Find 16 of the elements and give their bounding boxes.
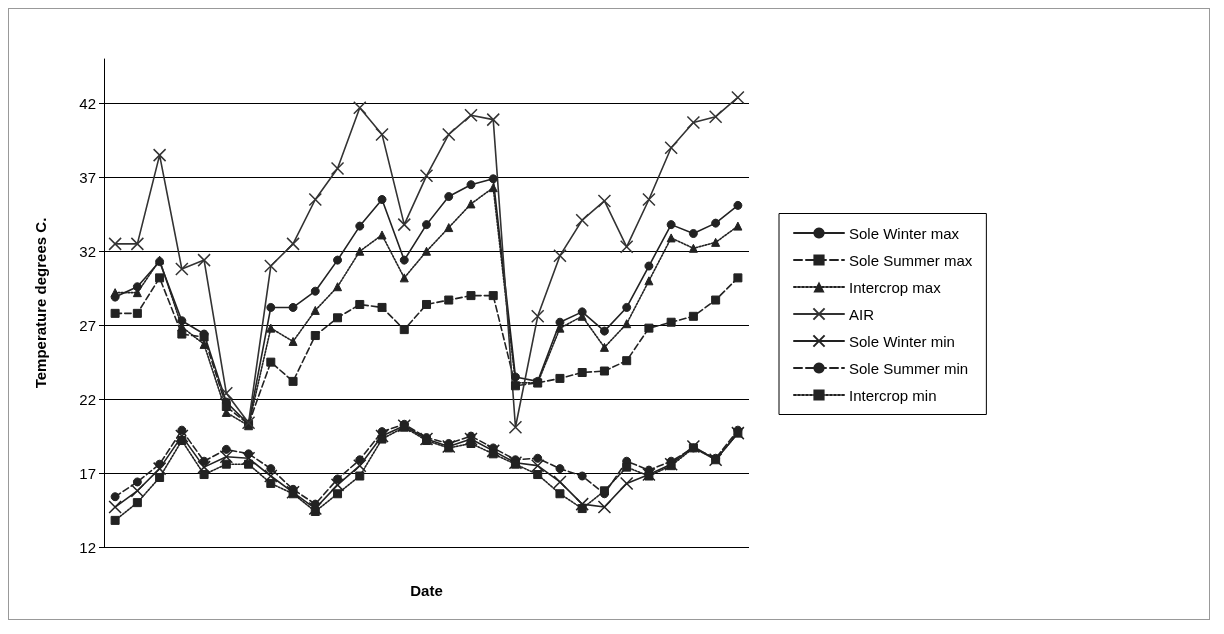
y-tick-label: 12 bbox=[79, 538, 96, 556]
legend-label: Sole Winter max bbox=[849, 224, 960, 242]
y-axis-title: Temperature degrees C. bbox=[32, 217, 49, 389]
y-tick-label: 42 bbox=[79, 94, 96, 112]
legend-label: Intercrop min bbox=[849, 386, 937, 404]
y-tick-label: 22 bbox=[79, 390, 96, 408]
legend-label: Sole Winter min bbox=[849, 332, 955, 350]
legend-label: Sole Summer max bbox=[849, 251, 973, 269]
x-axis-title: Date bbox=[410, 582, 443, 599]
legend-label: Intercrop max bbox=[849, 278, 942, 296]
legend-label: Sole Summer min bbox=[849, 359, 969, 377]
y-tick-label: 32 bbox=[79, 242, 96, 260]
legend-label: AIR bbox=[849, 305, 875, 323]
y-tick-label: 37 bbox=[79, 168, 96, 186]
y-tick-label: 27 bbox=[79, 316, 96, 334]
y-tick-label: 17 bbox=[79, 464, 96, 482]
